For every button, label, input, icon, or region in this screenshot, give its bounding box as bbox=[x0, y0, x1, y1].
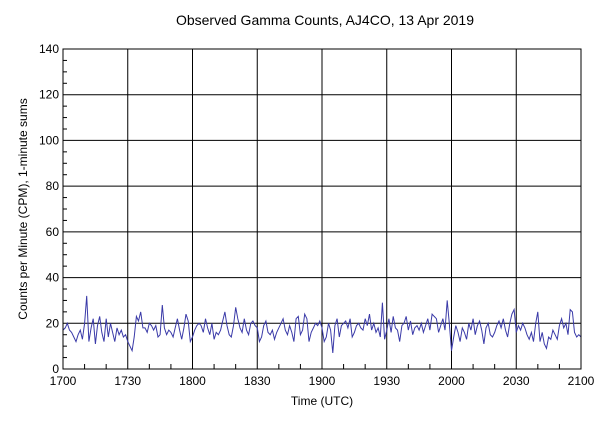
y-tick-label: 60 bbox=[46, 225, 60, 239]
x-tick-label: 1700 bbox=[50, 374, 77, 388]
x-tick-label: 2100 bbox=[568, 374, 595, 388]
y-tick-label: 140 bbox=[39, 42, 59, 56]
grid bbox=[63, 49, 581, 369]
y-tick-label: 40 bbox=[46, 271, 60, 285]
plot-frame bbox=[62, 48, 582, 370]
y-tick-label: 80 bbox=[46, 179, 60, 193]
x-tick-label: 2030 bbox=[503, 374, 530, 388]
x-tick-label: 1730 bbox=[114, 374, 141, 388]
y-tick-label: 0 bbox=[52, 362, 59, 376]
chart-title: Observed Gamma Counts, AJ4CO, 13 Apr 201… bbox=[176, 12, 474, 28]
x-axis-label: Time (UTC) bbox=[291, 394, 353, 408]
x-tick-label: 1830 bbox=[244, 374, 271, 388]
y-axis-label: Counts per Minute (CPM), 1-minute sums bbox=[16, 98, 30, 319]
x-tick-label: 2000 bbox=[438, 374, 465, 388]
y-tick-label: 100 bbox=[39, 133, 59, 147]
y-tick-label: 20 bbox=[46, 316, 60, 330]
x-tick-label: 1800 bbox=[179, 374, 206, 388]
y-tick-label: 120 bbox=[39, 88, 59, 102]
axis-ticks: 1700 1730 1800 1830 1900 1930 2000 2030 2100 0 20 4… bbox=[39, 42, 595, 388]
series-line-cpm bbox=[62, 295, 582, 354]
x-tick-label: 1900 bbox=[309, 374, 336, 388]
x-tick-label: 1930 bbox=[373, 374, 400, 388]
